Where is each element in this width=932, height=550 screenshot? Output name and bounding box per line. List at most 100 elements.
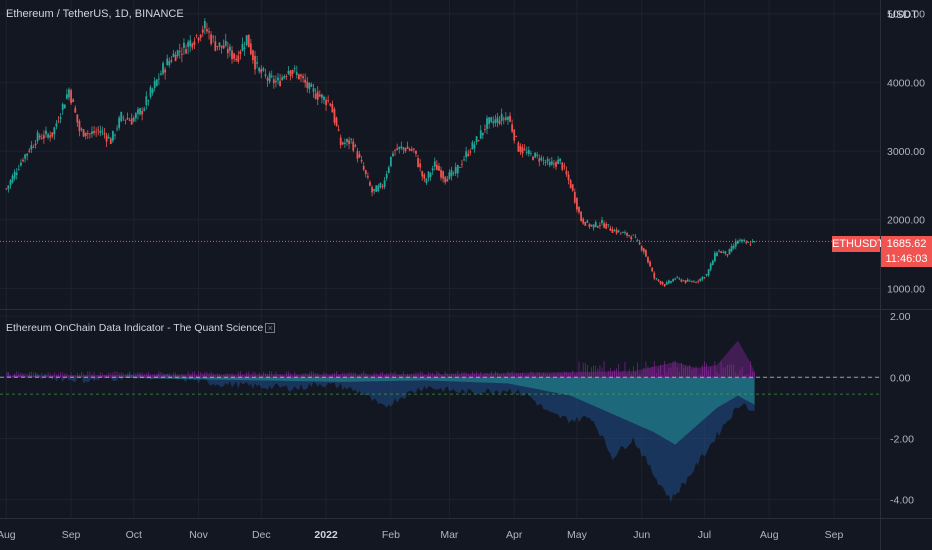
candle [665, 282, 668, 285]
candle [362, 165, 365, 170]
candle [578, 207, 580, 213]
candle [728, 248, 731, 255]
indicator-axis[interactable]: 2.00 0.00 -2.00 -4.00 [890, 311, 914, 507]
candle [486, 118, 488, 129]
candlestick-series[interactable] [5, 18, 756, 288]
candle [634, 236, 637, 238]
candle [517, 142, 520, 152]
candle [640, 246, 643, 251]
candle [642, 248, 645, 252]
candle [270, 75, 273, 77]
candle [720, 251, 723, 254]
candle [333, 109, 336, 123]
candle [542, 159, 545, 161]
symbol-title[interactable]: Ethereum / TetherUS, 1D, BINANCE [6, 8, 184, 20]
candle [527, 149, 530, 154]
candle [335, 117, 338, 126]
candle [446, 179, 449, 182]
candle [302, 76, 304, 79]
candle [277, 77, 279, 81]
countdown-tag: 11:46:03 [881, 252, 932, 267]
candle [366, 176, 369, 178]
candle [454, 167, 457, 174]
candle [11, 175, 14, 183]
time-tick-label: Jul [698, 529, 711, 541]
candle [373, 188, 376, 191]
time-axis[interactable]: Aug Sep Oct Nov Dec 2022 Feb Mar Apr May Jun Jul Aug… [0, 529, 844, 541]
close-icon[interactable]: × [265, 323, 276, 334]
time-tick-label: Sep [62, 529, 81, 541]
candle [400, 146, 403, 149]
candle [661, 282, 664, 285]
candle [318, 94, 321, 97]
time-tick-label: Aug [760, 529, 779, 541]
candle [519, 146, 522, 153]
candle [626, 233, 628, 236]
candle [24, 154, 26, 159]
candle [599, 225, 601, 226]
candle [657, 279, 660, 281]
candle [247, 34, 250, 48]
time-tick-label: 2022 [314, 529, 338, 541]
candle [109, 138, 112, 145]
candle [88, 133, 91, 135]
candle [243, 47, 246, 50]
candle [435, 164, 438, 171]
candle [210, 34, 213, 45]
candle [628, 235, 631, 237]
candle [130, 118, 133, 125]
price-axis[interactable]: 5000.00 4000.00 3000.00 2000.00 1000.00 [887, 9, 925, 296]
candle [364, 170, 367, 174]
candle [28, 150, 31, 152]
candle [448, 172, 451, 179]
candle [279, 80, 281, 86]
candle [621, 232, 624, 233]
candle [149, 87, 152, 97]
candle [429, 173, 432, 177]
candle [438, 165, 440, 171]
indicator-title[interactable]: Ethereum OnChain Data Indicator - The Qu… [6, 322, 276, 334]
candle [141, 110, 144, 115]
candle [586, 220, 589, 223]
candle [550, 161, 553, 165]
candle [304, 79, 307, 83]
candle [477, 140, 480, 142]
candle [379, 182, 382, 188]
candle [59, 117, 62, 119]
candle [613, 230, 616, 232]
candle [356, 151, 359, 159]
candle [47, 134, 49, 138]
candle [565, 170, 568, 175]
candle [636, 239, 639, 241]
candle [605, 223, 608, 229]
candle [494, 119, 497, 123]
candle [183, 42, 185, 48]
candle [306, 81, 309, 88]
candle [254, 55, 256, 70]
candle [690, 281, 693, 283]
candle [513, 129, 516, 141]
candle [680, 279, 683, 282]
currency-label[interactable]: USDT [888, 9, 918, 21]
candle [423, 174, 426, 179]
candle [592, 224, 595, 228]
candle [745, 241, 748, 243]
candle [716, 252, 718, 257]
price-tick-label: 2000.00 [887, 215, 925, 227]
candle [5, 188, 8, 190]
candle [521, 147, 524, 154]
candle [456, 164, 459, 174]
candle [341, 142, 344, 145]
candle [561, 162, 564, 170]
candle [187, 41, 190, 47]
candle [42, 135, 45, 139]
candle [312, 88, 315, 92]
candle [260, 69, 263, 73]
candle [753, 241, 756, 243]
candle [107, 136, 110, 139]
candle [530, 153, 532, 154]
candle [201, 29, 204, 33]
price-tick-label: 4000.00 [887, 77, 925, 89]
